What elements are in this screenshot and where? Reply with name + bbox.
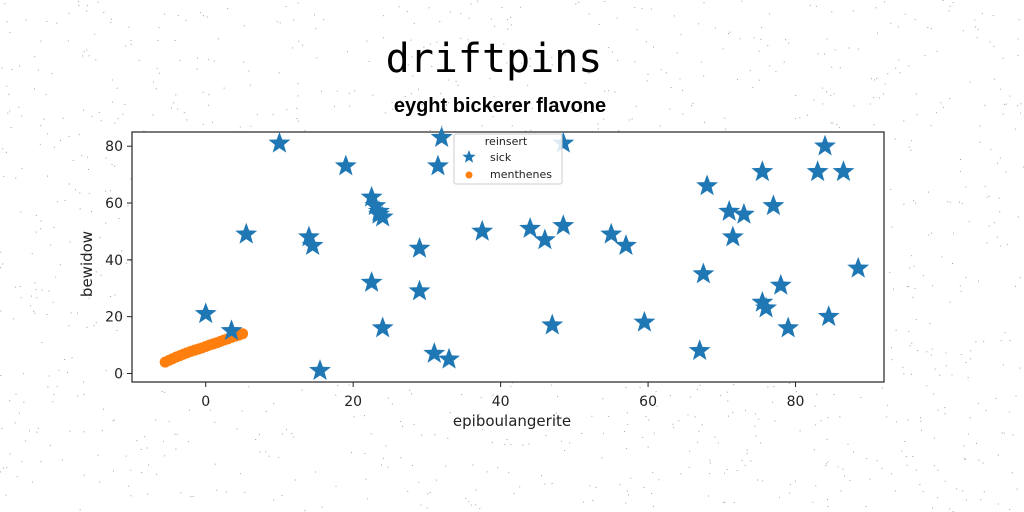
sick-point [309, 359, 331, 380]
y-tick-label: 0 [114, 366, 123, 382]
sick-point [235, 222, 258, 244]
sick-point [762, 194, 785, 216]
sick-point [268, 131, 291, 153]
sick-point [301, 234, 324, 255]
sick-point [360, 185, 383, 207]
sick-point [552, 131, 575, 153]
sick-point [220, 319, 243, 341]
sick-point [633, 310, 656, 332]
sick-point [688, 339, 711, 361]
sick-point [298, 225, 320, 247]
sick-point [806, 160, 829, 182]
legend-label-sick: sick [490, 151, 512, 164]
legend-marker-sick [462, 150, 476, 163]
sick-point [194, 302, 217, 324]
sick-point [360, 271, 383, 292]
sick-point [696, 174, 718, 196]
sick-point [552, 214, 575, 236]
legend-marker-menthenes [465, 171, 473, 179]
sick-point [817, 305, 840, 326]
x-tick-label: 60 [639, 394, 657, 410]
sick-point [692, 262, 715, 284]
sick-point [423, 342, 446, 363]
x-tick-label: 20 [344, 394, 362, 410]
y-tick-label: 40 [105, 253, 123, 269]
sick-point [721, 225, 744, 247]
sick-point [427, 154, 449, 176]
legend-box [453, 133, 563, 185]
sick-point [368, 202, 390, 224]
x-axis-ticks: 0 20 40 60 80 [201, 382, 804, 410]
legend: reinsert sick menthenes [453, 133, 563, 185]
chart-subtitle: eyght bickerer flavone [394, 95, 606, 117]
sick-point [364, 194, 387, 216]
sick-point [408, 279, 431, 301]
sick-point [814, 134, 836, 156]
x-tick-label: 80 [787, 394, 805, 410]
sick-point [430, 126, 453, 147]
sick-point [533, 228, 556, 250]
sick-point [615, 234, 637, 255]
x-tick-label: 40 [492, 394, 510, 410]
sick-point [751, 290, 774, 312]
data-marks [159, 126, 870, 380]
sick-point [371, 316, 394, 338]
sick-point [438, 347, 460, 369]
chart-title: driftpins [386, 36, 603, 82]
sick-point [600, 222, 623, 244]
y-tick-label: 80 [105, 139, 123, 155]
legend-label-menthenes: menthenes [490, 168, 552, 181]
sick-point [519, 217, 542, 238]
sick-point [732, 202, 755, 224]
sick-point [769, 273, 792, 295]
y-tick-label: 60 [105, 196, 123, 212]
sick-point [751, 160, 774, 182]
sick-point [832, 160, 855, 182]
x-axis-label: epiboulangerite [453, 412, 571, 430]
sick-point [718, 200, 741, 221]
sick-point [847, 256, 870, 278]
sick-point [334, 154, 357, 176]
legend-title: reinsert [485, 135, 528, 148]
y-axis-ticks: 0 20 40 60 80 [105, 139, 132, 382]
sick-point [755, 296, 777, 318]
x-tick-label: 0 [201, 394, 210, 410]
menthenes-point [237, 328, 249, 340]
sick-point [777, 316, 800, 338]
sick-point [541, 313, 564, 335]
legend-star [462, 150, 476, 163]
y-tick-label: 20 [105, 310, 123, 326]
y-axis-label: bewidow [78, 231, 96, 297]
sick-point [408, 236, 431, 258]
sick-point [471, 219, 494, 241]
